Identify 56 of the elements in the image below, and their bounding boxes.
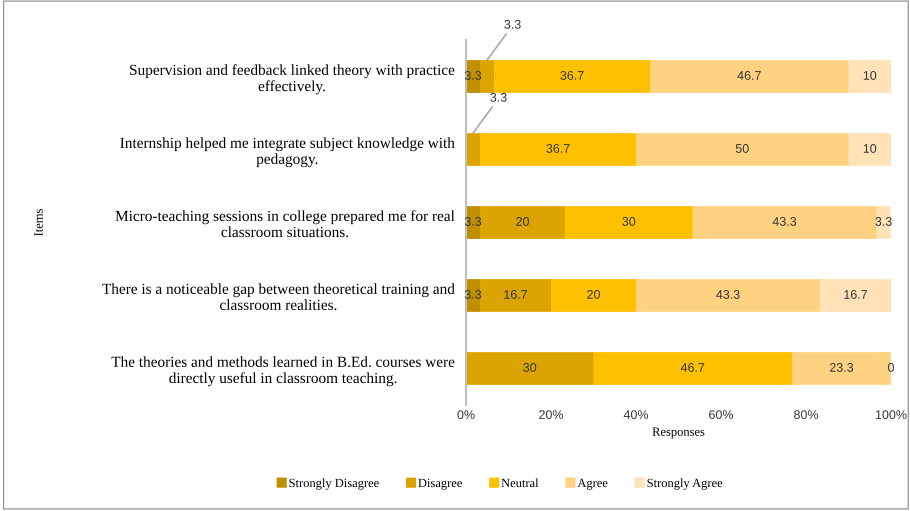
legend-label: Agree [577,478,608,490]
data-label: 16.7 [844,290,868,299]
x-tick-label: 100% [876,410,907,420]
x-tick-label: 0% [457,410,475,420]
y-tick-label: There is a noticeable gap between theoretical training and classroom realities. [102,283,455,310]
data-label: 20 [587,290,600,299]
y-tick-label: Internship helped me integrate subject knowledge with pedagogy. [120,137,455,168]
data-label: 36.7 [546,144,570,153]
bar [551,279,636,312]
data-label: 30 [622,217,636,226]
y-tick-label: Micro-teaching sessions in college prepared me for real classroom situations. [116,210,455,238]
data-label: 10 [864,71,876,80]
bar [494,60,650,93]
bar [594,352,792,385]
bar [848,133,891,166]
bar [480,60,494,93]
bar [565,206,693,239]
data-label: 46.7 [680,363,704,372]
x-axis-title: Responses [652,428,704,438]
bar [466,133,480,166]
bar [636,133,848,166]
bar [480,133,636,166]
bar [650,60,848,93]
data-label: 3.3 [490,92,507,102]
bar [876,206,891,239]
data-label: 0 [888,363,894,372]
legend-label: Disagree [418,478,462,490]
y-tick-label: The theories and methods learned in B.Ed. courses were directly useful in classroom teaching. [112,356,454,386]
data-label: 46.7 [737,71,761,80]
data-label: 36.7 [560,71,584,80]
data-label: 50 [736,144,749,153]
bar [636,279,820,312]
x-tick-label: 80% [794,410,818,420]
bar [820,279,891,312]
data-label: 20 [516,217,529,226]
y-tick-label: Supervision and feedback linked theory with practice effectively. [130,64,454,94]
x-tick-label: 20% [539,410,564,420]
legend-label: Strongly Agree [647,478,722,490]
data-label: 3.3 [875,217,892,226]
data-label: 43.3 [772,217,796,226]
bar [692,206,877,239]
bar [848,60,891,93]
legend-label: Strongly Disagree [289,478,379,490]
bar [480,206,566,239]
x-tick-label: 40% [624,410,648,420]
x-tick-label: 60% [709,410,734,420]
data-label: 10 [864,144,876,153]
bar [480,279,551,312]
data-label: 30 [523,363,536,372]
bar [466,352,594,385]
data-label: 16.7 [504,290,528,299]
data-label: 23.3 [830,363,854,372]
data-label: 3.3 [504,20,521,29]
legend-label: Neutral [501,478,538,488]
data-label: 43.3 [716,290,740,299]
y-axis-title: Items [34,209,43,236]
